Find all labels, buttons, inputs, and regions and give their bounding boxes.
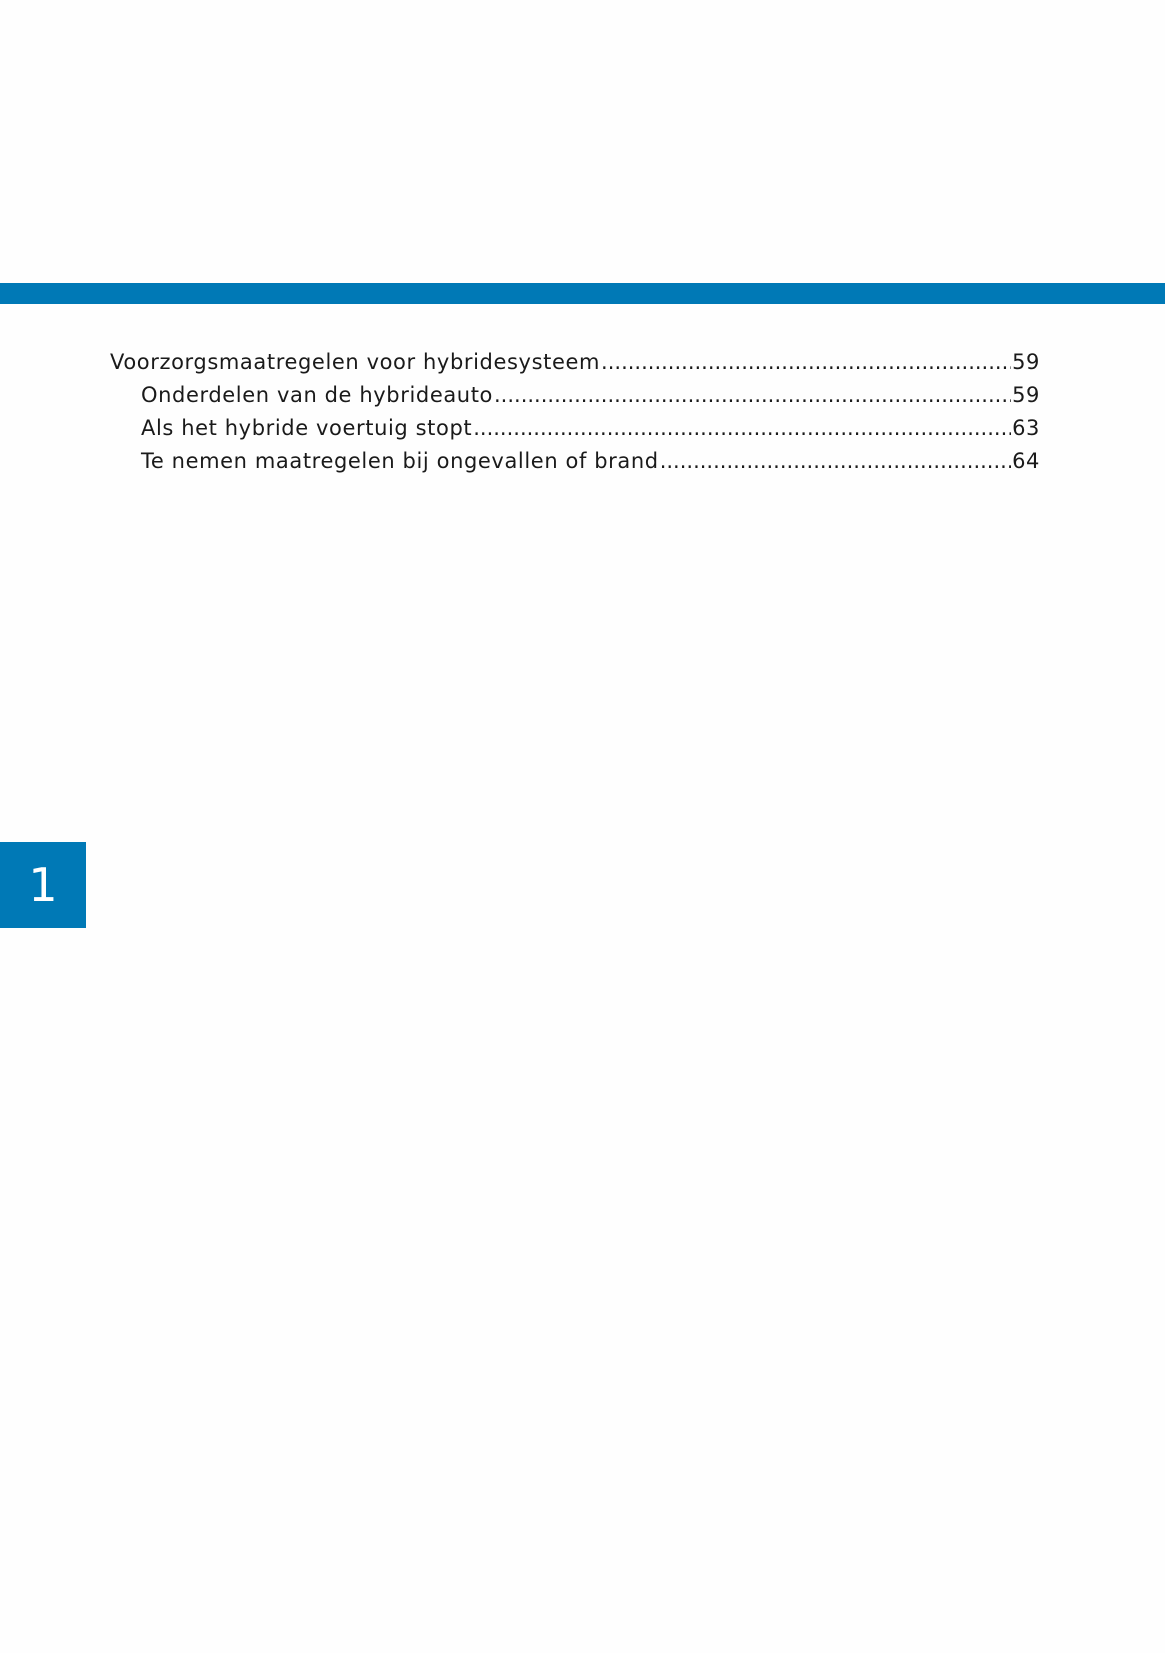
- toc-entry[interactable]: Onderdelen van de hybrideauto 59: [110, 379, 1040, 412]
- table-of-contents: Voorzorgsmaatregelen voor hybridesysteem…: [110, 346, 1040, 478]
- toc-entry-title: Te nemen maatregelen bij ongevallen of b…: [141, 449, 659, 473]
- toc-leader-dots: [660, 445, 1011, 478]
- toc-leader-dots: [494, 379, 1011, 412]
- toc-entry-page: 59: [1012, 350, 1040, 374]
- toc-entry-page: 59: [1012, 383, 1040, 407]
- toc-entry-page: 63: [1012, 416, 1040, 440]
- toc-leader-dots: [473, 412, 1011, 445]
- toc-leader-dots: [601, 346, 1011, 379]
- toc-entry[interactable]: Voorzorgsmaatregelen voor hybridesysteem…: [110, 346, 1040, 379]
- toc-entry[interactable]: Te nemen maatregelen bij ongevallen of b…: [110, 445, 1040, 478]
- header-band: [0, 283, 1165, 304]
- toc-entry-title: Als het hybride voertuig stopt: [141, 416, 473, 440]
- chapter-tab: 1: [0, 842, 86, 928]
- toc-entry-title: Voorzorgsmaatregelen voor hybridesysteem: [110, 350, 601, 374]
- toc-entry-title: Onderdelen van de hybrideauto: [141, 383, 493, 407]
- toc-entry[interactable]: Als het hybride voertuig stopt 63: [110, 412, 1040, 445]
- toc-entry-page: 64: [1012, 449, 1040, 473]
